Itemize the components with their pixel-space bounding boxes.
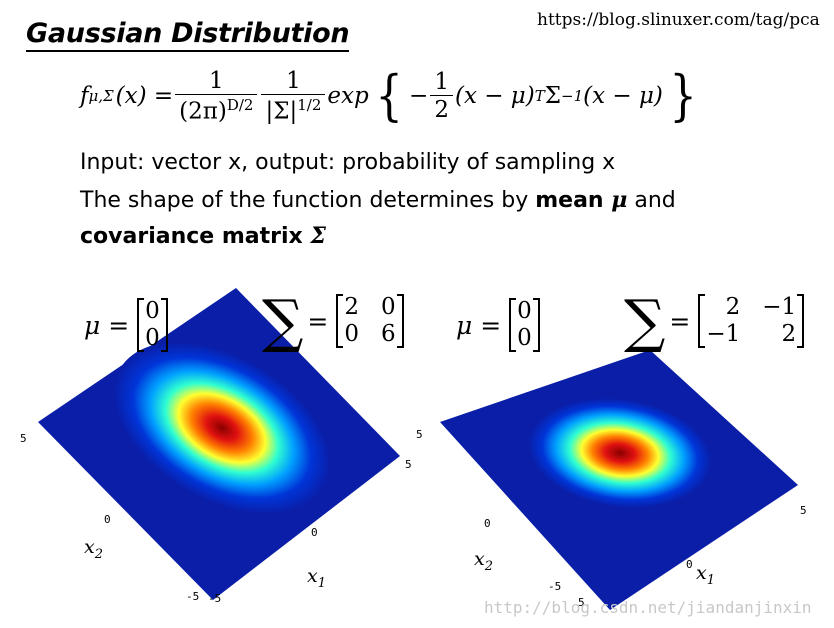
- right-mu-equation: μ = 0 0: [456, 298, 540, 352]
- right-axis-x1: x1: [696, 562, 715, 588]
- line2-mu: μ: [611, 187, 628, 213]
- right-tick-5-bottom: 5: [578, 596, 585, 609]
- left-tick-neg5-a: -5: [186, 590, 200, 603]
- gaussian-formula: f μ,Σ (x) = 1 (2π)D/2 1 |Σ|1/2 exp { − 1 2…: [80, 68, 703, 125]
- text-line-1: Input: vector x, output: probability of …: [80, 150, 616, 175]
- left-axis-x2: x2: [84, 536, 103, 562]
- left-mu-vector: 0 0: [137, 298, 168, 352]
- line2-bold: mean: [535, 188, 612, 213]
- right-axis-x2: x2: [474, 548, 493, 574]
- left-tick-neg5-b: -5: [208, 592, 222, 605]
- frac1-num: 1: [208, 68, 224, 94]
- formula-sub: μ,Σ: [88, 87, 114, 106]
- formula-sigma-sup: −1: [561, 87, 584, 106]
- left-mu-equation: μ = 0 0: [84, 298, 168, 352]
- right-tick-neg5: -5: [548, 580, 562, 593]
- source-url[interactable]: https://blog.slinuxer.com/tag/pca: [537, 10, 820, 30]
- right-mu-label: μ =: [456, 310, 502, 340]
- line3-sigma: Σ: [310, 223, 326, 249]
- left-tick-5-right: 5: [405, 458, 412, 471]
- formula-brace-open: {: [375, 64, 403, 128]
- right-gaussian-surface: [440, 350, 798, 610]
- left-gaussian-surface: [38, 288, 400, 600]
- text-line-2: The shape of the function determines by …: [80, 187, 676, 213]
- formula-frac1: 1 (2π)D/2: [175, 68, 258, 125]
- right-tick-0-right: 0: [686, 558, 693, 571]
- frac2-den: |Σ|1/2: [261, 94, 326, 125]
- watermark: http://blog.csdn.net/jiandanjinxin: [484, 598, 812, 617]
- left-tick-0-right: 0: [311, 526, 318, 539]
- right-tick-5-left: 5: [416, 428, 423, 441]
- right-tick-0-left: 0: [484, 517, 491, 530]
- right-eq: =: [669, 306, 691, 336]
- formula-frac2: 1 |Σ|1/2: [261, 68, 326, 125]
- line3-bold: covariance matrix: [80, 224, 311, 249]
- right-sigma-symbol: ∑: [624, 287, 666, 355]
- line2-post: and: [627, 188, 676, 213]
- left-eq: =: [307, 306, 329, 336]
- formula-term1: (x − μ): [454, 83, 535, 110]
- formula-exp: exp: [327, 83, 369, 110]
- frac2-num: 1: [286, 68, 301, 94]
- left-mu-label: μ =: [84, 310, 130, 340]
- right-tick-5-right: 5: [800, 504, 807, 517]
- left-tick-5-left: 5: [20, 432, 27, 445]
- text-line-3: covariance matrix Σ: [80, 223, 326, 249]
- formula-arg: (x) =: [115, 83, 174, 110]
- formula-f: f: [80, 83, 89, 110]
- formula-sigma: Σ: [544, 83, 562, 110]
- formula-term2: (x − μ): [583, 83, 663, 110]
- right-density-blob: [528, 398, 712, 508]
- formula-minus: −: [409, 83, 429, 110]
- left-tick-0-left: 0: [104, 513, 111, 526]
- formula-term1-sup: T: [534, 87, 545, 106]
- left-sigma-symbol: ∑: [262, 287, 304, 355]
- frac1-den: (2π)D/2: [175, 94, 258, 125]
- line2-pre: The shape of the function determines by: [80, 188, 536, 213]
- formula-frac3: 1 2: [430, 69, 453, 123]
- right-mu-vector: 0 0: [509, 298, 540, 352]
- right-sigma-equation: ∑ = 2 −1 −1 2: [624, 287, 805, 355]
- right-cov-matrix: 2 −1 −1 2: [698, 294, 805, 348]
- left-axis-x1: x1: [307, 565, 326, 591]
- left-density-blob: [113, 342, 331, 514]
- page-title: Gaussian Distribution: [26, 18, 350, 52]
- formula-brace-close: }: [669, 64, 697, 128]
